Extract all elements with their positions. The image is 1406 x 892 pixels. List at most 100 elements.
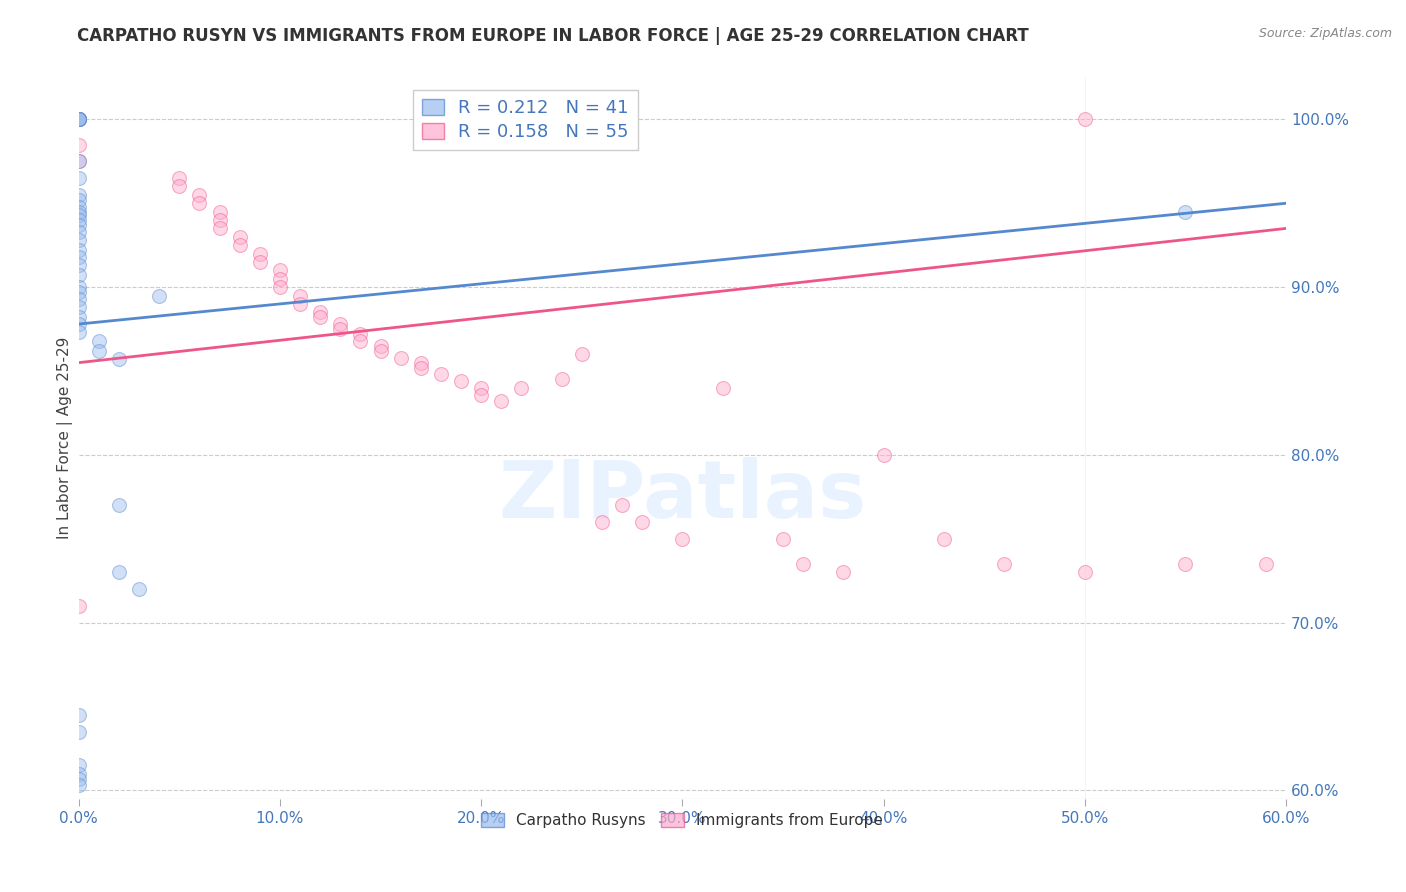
Point	[67, 724, 90, 739]
Point	[67, 112, 90, 127]
Point	[832, 566, 855, 580]
Point	[389, 351, 412, 365]
Point	[148, 288, 170, 302]
Point	[228, 229, 250, 244]
Point	[108, 498, 131, 512]
Point	[67, 213, 90, 227]
Point	[67, 193, 90, 207]
Point	[430, 368, 453, 382]
Point	[188, 196, 211, 211]
Point	[67, 225, 90, 239]
Point	[711, 381, 734, 395]
Point	[932, 532, 955, 546]
Text: CARPATHO RUSYN VS IMMIGRANTS FROM EUROPE IN LABOR FORCE | AGE 25-29 CORRELATION : CARPATHO RUSYN VS IMMIGRANTS FROM EUROPE…	[77, 27, 1029, 45]
Point	[772, 532, 794, 546]
Point	[269, 280, 291, 294]
Point	[370, 343, 392, 358]
Point	[67, 310, 90, 325]
Point	[1174, 557, 1197, 571]
Legend: Carpatho Rusyns, Immigrants from Europe: Carpatho Rusyns, Immigrants from Europe	[475, 807, 890, 835]
Point	[409, 360, 432, 375]
Point	[67, 708, 90, 723]
Point	[87, 334, 110, 348]
Point	[1074, 112, 1097, 127]
Point	[67, 112, 90, 127]
Point	[631, 515, 654, 529]
Text: Source: ZipAtlas.com: Source: ZipAtlas.com	[1258, 27, 1392, 40]
Point	[67, 599, 90, 613]
Point	[169, 171, 191, 186]
Point	[872, 448, 894, 462]
Point	[67, 300, 90, 314]
Point	[108, 566, 131, 580]
Point	[792, 557, 814, 571]
Point	[67, 326, 90, 340]
Point	[67, 758, 90, 772]
Point	[188, 187, 211, 202]
Y-axis label: In Labor Force | Age 25-29: In Labor Force | Age 25-29	[58, 337, 73, 540]
Point	[67, 317, 90, 331]
Point	[1174, 204, 1197, 219]
Point	[510, 381, 533, 395]
Point	[67, 112, 90, 127]
Point	[67, 208, 90, 222]
Point	[329, 322, 352, 336]
Point	[67, 250, 90, 264]
Point	[249, 246, 271, 260]
Point	[208, 213, 231, 227]
Point	[249, 255, 271, 269]
Point	[67, 171, 90, 186]
Point	[67, 154, 90, 169]
Point	[67, 204, 90, 219]
Point	[67, 137, 90, 152]
Point	[591, 515, 613, 529]
Point	[67, 258, 90, 272]
Point	[671, 532, 693, 546]
Point	[288, 297, 311, 311]
Point	[208, 221, 231, 235]
Point	[169, 179, 191, 194]
Point	[1254, 557, 1277, 571]
Point	[67, 154, 90, 169]
Point	[571, 347, 593, 361]
Point	[288, 288, 311, 302]
Point	[67, 292, 90, 306]
Point	[128, 582, 150, 596]
Point	[450, 374, 472, 388]
Point	[269, 272, 291, 286]
Point	[67, 200, 90, 214]
Point	[349, 327, 371, 342]
Point	[67, 112, 90, 127]
Point	[67, 218, 90, 232]
Text: ZIPatlas: ZIPatlas	[498, 457, 866, 535]
Point	[228, 238, 250, 252]
Point	[550, 372, 572, 386]
Point	[67, 772, 90, 786]
Point	[1074, 566, 1097, 580]
Point	[309, 305, 332, 319]
Point	[491, 394, 513, 409]
Point	[67, 285, 90, 300]
Point	[67, 280, 90, 294]
Point	[208, 204, 231, 219]
Point	[269, 263, 291, 277]
Point	[329, 317, 352, 331]
Point	[67, 779, 90, 793]
Point	[67, 244, 90, 258]
Point	[67, 187, 90, 202]
Point	[67, 766, 90, 780]
Point	[67, 233, 90, 247]
Point	[67, 112, 90, 127]
Point	[67, 268, 90, 283]
Point	[610, 498, 633, 512]
Point	[67, 112, 90, 127]
Point	[370, 339, 392, 353]
Point	[470, 387, 492, 401]
Point	[349, 334, 371, 348]
Point	[993, 557, 1015, 571]
Point	[470, 381, 492, 395]
Point	[108, 352, 131, 367]
Point	[309, 310, 332, 325]
Point	[409, 356, 432, 370]
Point	[87, 343, 110, 358]
